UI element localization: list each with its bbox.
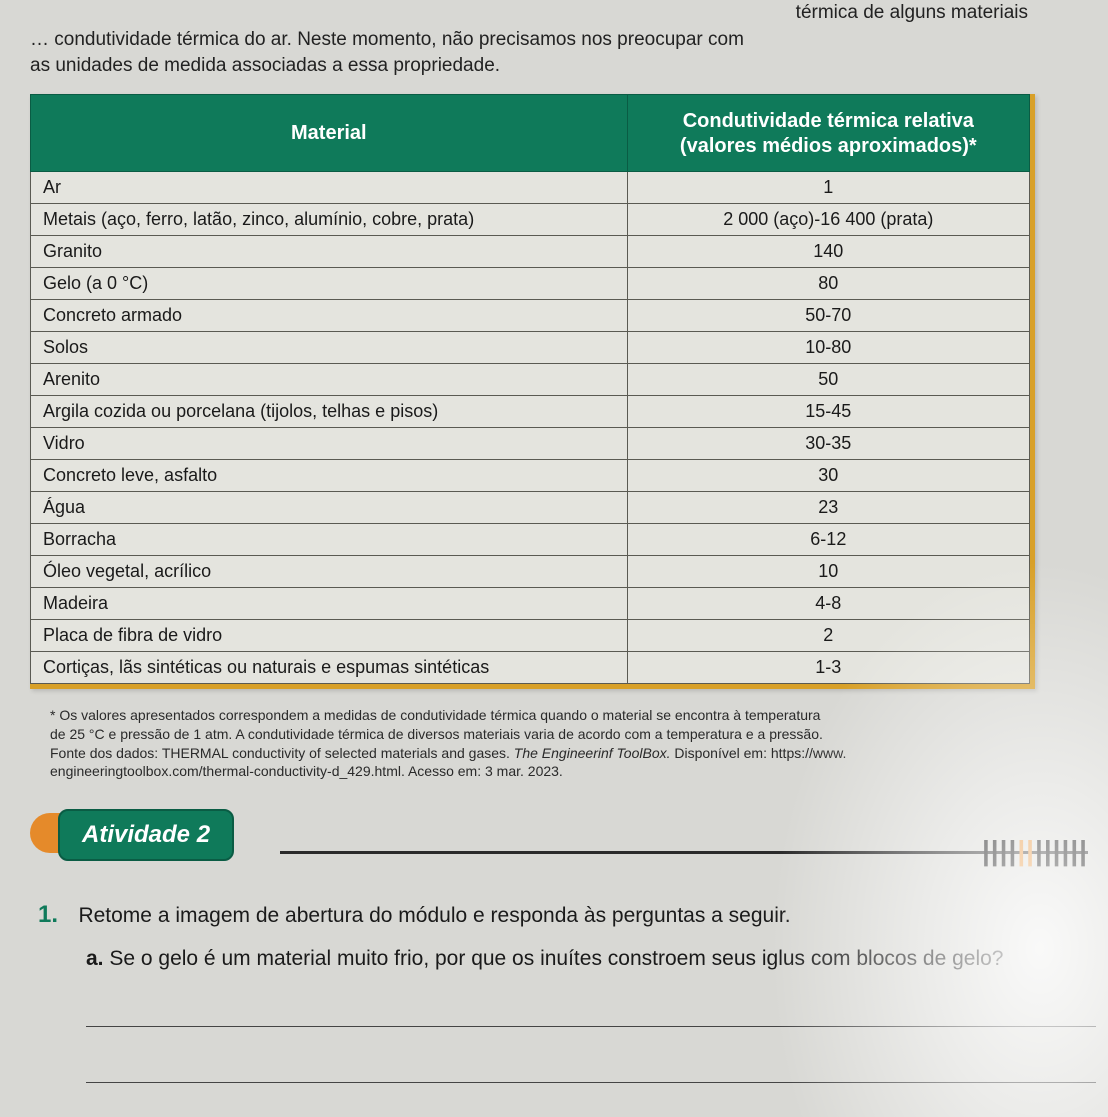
value-cell: 50-70 xyxy=(627,299,1029,331)
material-cell: Concreto armado xyxy=(31,299,628,331)
value-cell: 30-35 xyxy=(627,427,1029,459)
value-cell: 1-3 xyxy=(627,651,1029,683)
subquestion-label: a. xyxy=(86,947,104,970)
value-cell: 140 xyxy=(627,235,1029,267)
value-cell: 4-8 xyxy=(627,587,1029,619)
table-row: Água23 xyxy=(31,491,1030,523)
table-row: Ar1 xyxy=(31,171,1030,203)
activity-badge: Atividade 2 xyxy=(58,809,234,861)
material-cell: Granito xyxy=(31,235,628,267)
value-cell: 50 xyxy=(627,363,1029,395)
material-cell: Óleo vegetal, acrílico xyxy=(31,555,628,587)
conductivity-table-wrap: Material Condutividade térmica relativa … xyxy=(30,94,1035,689)
material-cell: Água xyxy=(31,491,628,523)
material-cell: Solos xyxy=(31,331,628,363)
intro-text: térmica de alguns materiais … condutivid… xyxy=(30,0,1088,80)
material-cell: Ar xyxy=(31,171,628,203)
col-header-material: Material xyxy=(31,94,628,171)
col-header-value: Condutividade térmica relativa (valores … xyxy=(627,94,1029,171)
table-footnote: * Os valores apresentados correspondem a… xyxy=(30,702,1070,782)
value-cell: 80 xyxy=(627,267,1029,299)
material-cell: Argila cozida ou porcelana (tijolos, tel… xyxy=(31,395,628,427)
question-1: 1. Retome a imagem de abertura do módulo… xyxy=(38,901,1088,929)
material-cell: Arenito xyxy=(31,363,628,395)
table-row: Granito140 xyxy=(31,235,1030,267)
activity-header: Atividade 2 |||||||||||| xyxy=(30,805,1088,861)
table-row: Argila cozida ou porcelana (tijolos, tel… xyxy=(31,395,1030,427)
value-cell: 10 xyxy=(627,555,1029,587)
question-text: Retome a imagem de abertura do módulo e … xyxy=(78,904,790,927)
table-row: Madeira4-8 xyxy=(31,587,1030,619)
material-cell: Metais (aço, ferro, latão, zinco, alumín… xyxy=(31,203,628,235)
material-cell: Concreto leve, asfalto xyxy=(31,459,628,491)
material-cell: Borracha xyxy=(31,523,628,555)
table-row: Gelo (a 0 °C)80 xyxy=(31,267,1030,299)
question-1a: a. Se o gelo é um material muito frio, p… xyxy=(38,947,1088,971)
material-cell: Cortiças, lãs sintéticas ou naturais e e… xyxy=(31,651,628,683)
question-number: 1. xyxy=(38,901,74,929)
conductivity-table: Material Condutividade térmica relativa … xyxy=(30,94,1030,684)
material-cell: Gelo (a 0 °C) xyxy=(31,267,628,299)
value-cell: 30 xyxy=(627,459,1029,491)
table-row: Vidro30-35 xyxy=(31,427,1030,459)
table-row: Arenito50 xyxy=(31,363,1030,395)
table-row: Borracha6-12 xyxy=(31,523,1030,555)
material-cell: Madeira xyxy=(31,587,628,619)
table-row: Placa de fibra de vidro2 xyxy=(31,619,1030,651)
activity-divider xyxy=(280,851,1088,854)
answer-blank-line xyxy=(86,1049,1096,1083)
value-cell: 10-80 xyxy=(627,331,1029,363)
value-cell: 15-45 xyxy=(627,395,1029,427)
material-cell: Placa de fibra de vidro xyxy=(31,619,628,651)
value-cell: 6-12 xyxy=(627,523,1029,555)
table-row: Metais (aço, ferro, latão, zinco, alumín… xyxy=(31,203,1030,235)
table-row: Concreto leve, asfalto30 xyxy=(31,459,1030,491)
answer-blank-line xyxy=(86,993,1096,1027)
value-cell: 2 xyxy=(627,619,1029,651)
value-cell: 23 xyxy=(627,491,1029,523)
value-cell: 1 xyxy=(627,171,1029,203)
activity-stripes-icon: |||||||||||| xyxy=(982,835,1088,867)
material-cell: Vidro xyxy=(31,427,628,459)
table-row: Óleo vegetal, acrílico10 xyxy=(31,555,1030,587)
table-row: Cortiças, lãs sintéticas ou naturais e e… xyxy=(31,651,1030,683)
table-row: Concreto armado50-70 xyxy=(31,299,1030,331)
table-row: Solos10-80 xyxy=(31,331,1030,363)
value-cell: 2 000 (aço)-16 400 (prata) xyxy=(627,203,1029,235)
subquestion-text: Se o gelo é um material muito frio, por … xyxy=(109,947,1003,970)
